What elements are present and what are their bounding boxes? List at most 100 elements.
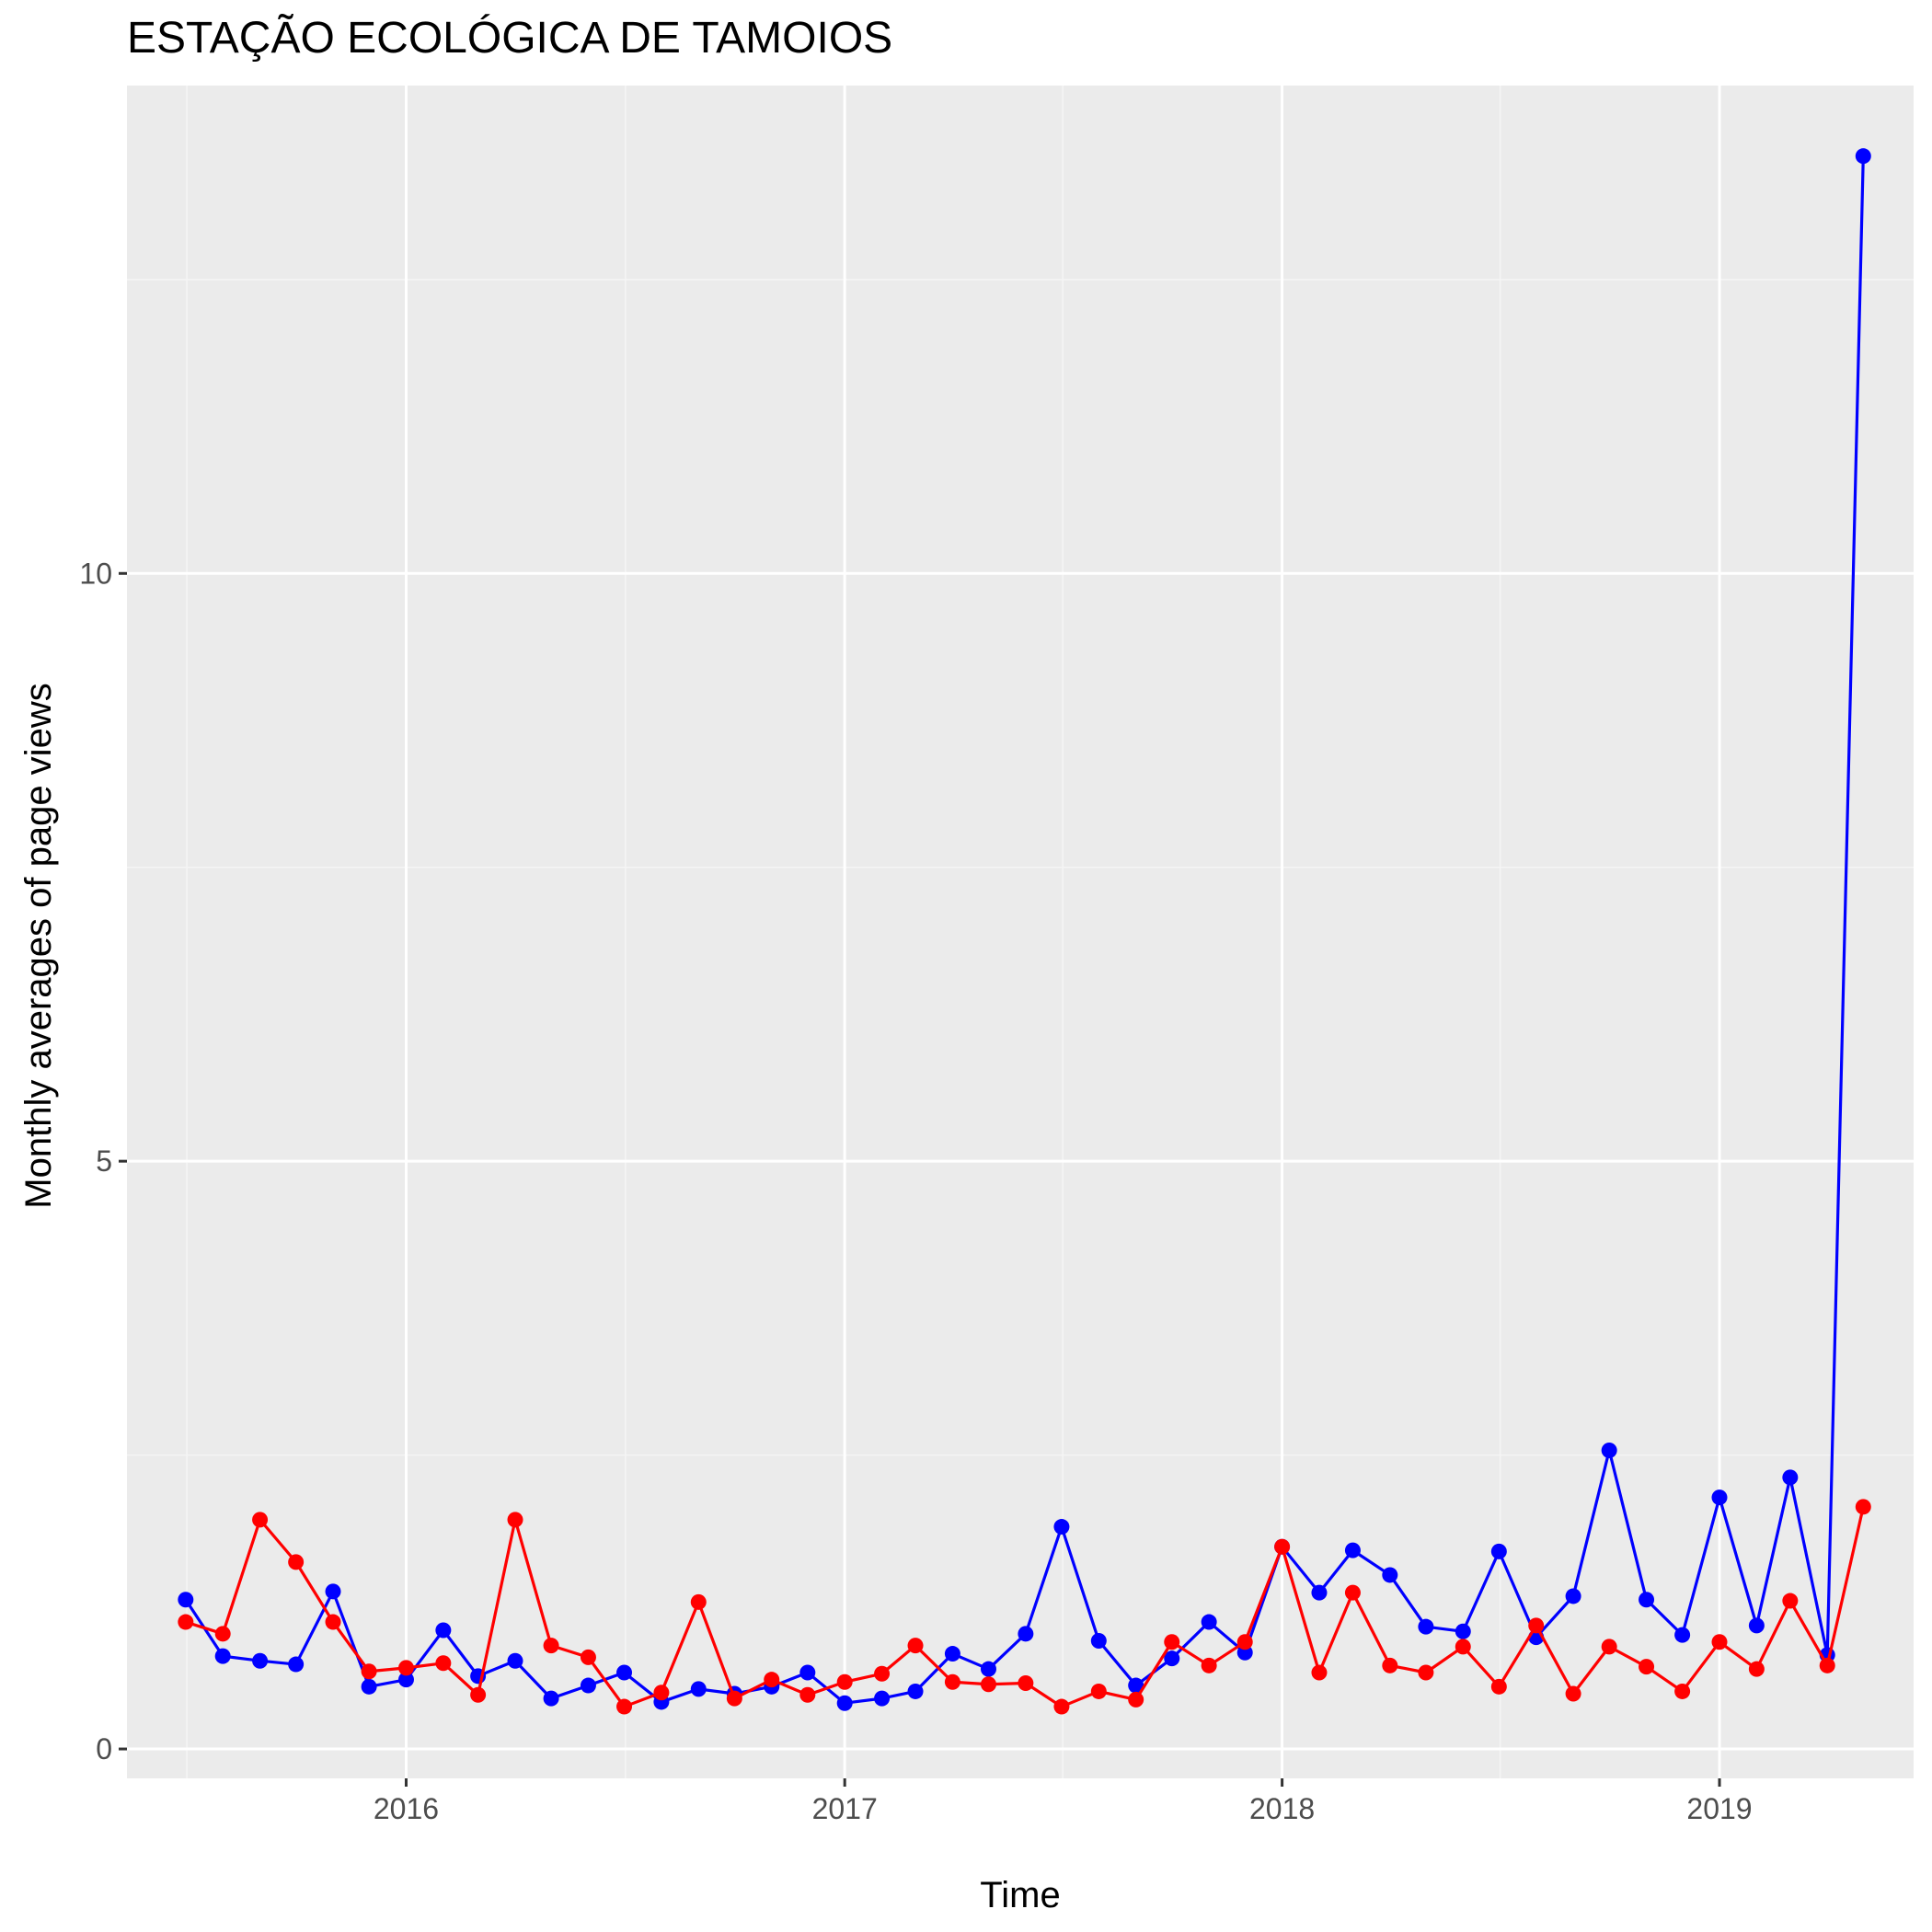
data-point bbox=[543, 1638, 559, 1654]
data-point bbox=[1674, 1683, 1691, 1699]
data-point bbox=[178, 1614, 194, 1630]
data-point bbox=[1565, 1588, 1581, 1604]
data-point bbox=[507, 1512, 523, 1528]
data-point bbox=[580, 1677, 596, 1694]
data-point bbox=[653, 1685, 670, 1701]
data-point bbox=[507, 1652, 523, 1669]
data-point bbox=[874, 1690, 891, 1707]
data-point bbox=[1311, 1584, 1328, 1601]
data-point bbox=[397, 1660, 414, 1676]
data-point bbox=[1344, 1542, 1361, 1558]
data-point bbox=[1782, 1469, 1799, 1486]
data-point bbox=[874, 1665, 891, 1682]
data-point bbox=[543, 1690, 559, 1707]
y-axis-title: Monthly averages of page views bbox=[18, 683, 59, 1208]
data-point bbox=[799, 1664, 816, 1681]
data-point bbox=[435, 1655, 452, 1672]
data-point bbox=[252, 1652, 269, 1669]
data-point bbox=[1455, 1623, 1471, 1639]
data-point bbox=[1382, 1567, 1398, 1583]
data-point bbox=[1053, 1698, 1070, 1715]
data-point bbox=[944, 1646, 960, 1662]
data-point bbox=[980, 1661, 996, 1677]
data-point bbox=[616, 1664, 633, 1681]
data-point bbox=[1090, 1633, 1107, 1649]
data-point bbox=[1819, 1657, 1835, 1673]
data-point bbox=[252, 1512, 269, 1528]
data-point bbox=[1053, 1519, 1070, 1535]
data-point bbox=[690, 1681, 707, 1697]
data-point bbox=[1455, 1639, 1471, 1655]
data-point bbox=[1601, 1443, 1617, 1458]
data-point bbox=[1164, 1634, 1180, 1650]
data-point bbox=[616, 1698, 633, 1715]
x-tick-label: 2019 bbox=[1686, 1792, 1752, 1825]
data-point bbox=[1236, 1634, 1253, 1650]
data-point bbox=[1344, 1584, 1361, 1601]
data-point bbox=[726, 1690, 742, 1707]
data-point bbox=[1128, 1677, 1144, 1694]
data-point bbox=[1782, 1593, 1799, 1609]
data-point bbox=[1601, 1639, 1617, 1655]
data-point bbox=[836, 1695, 853, 1711]
plot-panel bbox=[127, 86, 1914, 1778]
data-point bbox=[1855, 1499, 1871, 1515]
y-tick-label: 5 bbox=[96, 1144, 112, 1178]
data-point bbox=[944, 1673, 960, 1690]
data-point bbox=[397, 1672, 414, 1688]
data-point bbox=[435, 1622, 452, 1639]
data-point bbox=[1711, 1489, 1728, 1506]
data-point bbox=[1748, 1617, 1765, 1634]
data-point bbox=[1382, 1657, 1398, 1673]
data-point bbox=[1639, 1659, 1655, 1675]
data-point bbox=[1565, 1685, 1581, 1702]
data-point bbox=[470, 1686, 487, 1703]
data-point bbox=[690, 1593, 707, 1610]
series-layer bbox=[178, 148, 1871, 1715]
data-point bbox=[1164, 1650, 1180, 1667]
x-axis-title: Time bbox=[980, 1875, 1060, 1915]
data-point bbox=[1201, 1657, 1217, 1673]
data-point bbox=[907, 1683, 924, 1699]
y-tick-label: 0 bbox=[96, 1732, 112, 1765]
data-point bbox=[214, 1648, 231, 1664]
data-point bbox=[580, 1649, 596, 1665]
data-point bbox=[288, 1656, 305, 1673]
data-point bbox=[1201, 1614, 1217, 1630]
data-point bbox=[1528, 1617, 1545, 1634]
data-point bbox=[907, 1638, 924, 1654]
data-point bbox=[764, 1672, 780, 1688]
data-point bbox=[1748, 1661, 1765, 1677]
data-point bbox=[1418, 1618, 1434, 1635]
x-tick-label: 2016 bbox=[374, 1792, 439, 1825]
y-tick-label: 10 bbox=[79, 557, 112, 590]
data-point bbox=[1490, 1543, 1507, 1559]
x-tick-label: 2017 bbox=[812, 1792, 878, 1825]
data-point bbox=[288, 1554, 305, 1570]
data-point bbox=[1018, 1626, 1034, 1642]
data-point bbox=[1639, 1592, 1655, 1608]
data-point bbox=[1711, 1634, 1728, 1650]
data-point bbox=[361, 1678, 377, 1695]
data-point bbox=[325, 1583, 341, 1600]
axes: 0 5 10 2016 2017 2018 2019 bbox=[79, 557, 1752, 1825]
data-point bbox=[178, 1592, 194, 1608]
data-point bbox=[836, 1673, 853, 1690]
data-point bbox=[1418, 1664, 1434, 1681]
data-point bbox=[980, 1676, 996, 1693]
data-point bbox=[799, 1686, 816, 1703]
data-point bbox=[1128, 1691, 1144, 1708]
series-2 bbox=[178, 1499, 1871, 1715]
data-point bbox=[1490, 1678, 1507, 1695]
data-point bbox=[1018, 1675, 1034, 1691]
data-point bbox=[361, 1663, 377, 1680]
x-tick-label: 2018 bbox=[1249, 1792, 1315, 1825]
data-point bbox=[1274, 1538, 1291, 1555]
data-point bbox=[1855, 148, 1871, 165]
chart-title: ESTAÇÃO ECOLÓGICA DE TAMOIOS bbox=[127, 13, 892, 63]
grid-lines bbox=[127, 86, 1914, 1778]
data-point bbox=[1090, 1683, 1107, 1699]
data-point bbox=[325, 1614, 341, 1630]
